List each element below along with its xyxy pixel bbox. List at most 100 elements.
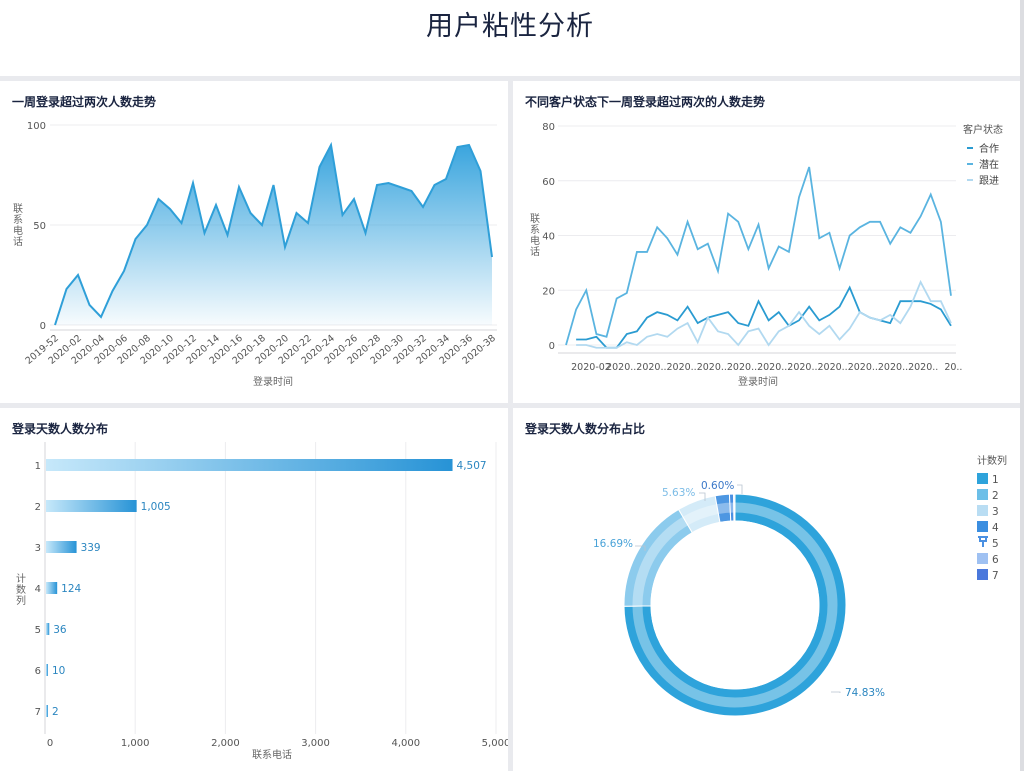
svg-text:跟进: 跟进 xyxy=(979,175,999,187)
x-tick: 0 xyxy=(47,738,53,749)
slice-percent-label: 0.60% xyxy=(701,480,734,492)
x-tick: 2020.. xyxy=(757,362,787,373)
legend-swatch-icon xyxy=(977,489,988,500)
x-tick: 2020.. xyxy=(666,362,696,373)
series-line-合作[interactable] xyxy=(576,285,952,349)
bar-value-label: 36 xyxy=(53,624,67,636)
y-tick: 3 xyxy=(35,543,41,554)
series-line-跟进[interactable] xyxy=(576,279,952,349)
y-tick: 1 xyxy=(35,461,41,472)
x-tick: 2020.. xyxy=(606,362,636,373)
x-tick: 3,000 xyxy=(301,738,330,749)
legend-swatch-icon xyxy=(977,553,988,564)
card-title: 登录天数人数分布占比 xyxy=(525,422,646,436)
bar[interactable] xyxy=(46,705,48,717)
y-tick: 80 xyxy=(542,122,555,133)
area-fill xyxy=(55,145,492,325)
x-axis-label: 登录时间 xyxy=(253,375,293,388)
legend-swatch-icon xyxy=(977,505,988,516)
bar-value-label: 1,005 xyxy=(141,501,171,513)
svg-text:列: 列 xyxy=(16,594,26,607)
x-tick: 2020.. xyxy=(817,362,847,373)
area-chart[interactable]: 0501002019-522020-022020-042020-062020-0… xyxy=(0,81,508,403)
card-login-days-distribution: 登录天数人数分布 0 1,000 2,000 3,000 4,000 5,000 1 4,50… xyxy=(0,408,508,771)
legend-title: 客户状态 xyxy=(963,123,1003,136)
x-tick: 2020.. xyxy=(636,362,666,373)
card-status-login-trend: 不同客户状态下一周登录超过两次的人数走势 0 20 40 60 80 2020-02 202… xyxy=(513,81,1020,403)
svg-text:1: 1 xyxy=(992,474,999,486)
legend-item-潜在[interactable]: 潜在 xyxy=(967,158,999,171)
y-tick: 20 xyxy=(542,286,555,297)
y-tick: 60 xyxy=(542,177,555,188)
svg-text:6: 6 xyxy=(992,554,999,566)
legend-item-4[interactable]: 4 xyxy=(977,521,999,534)
y-tick: 2 xyxy=(35,502,41,513)
legend-item-3[interactable]: 3 xyxy=(977,505,999,518)
x-tick: 4,000 xyxy=(391,738,420,749)
legend-swatch-icon xyxy=(977,569,988,580)
bar-value-label: 339 xyxy=(81,542,101,554)
bar-value-label: 2 xyxy=(52,706,59,718)
svg-text:潜在: 潜在 xyxy=(979,158,999,171)
bar[interactable] xyxy=(46,664,48,676)
x-axis-label: 联系电话 xyxy=(252,748,292,761)
bar[interactable] xyxy=(46,459,453,471)
bar-value-label: 124 xyxy=(61,583,81,595)
bar[interactable] xyxy=(46,500,137,512)
legend-item-2[interactable]: 2 xyxy=(977,489,999,502)
page-scrollbar[interactable] xyxy=(1020,0,1024,771)
x-tick: 2020-02 xyxy=(571,362,611,373)
donut-chart[interactable]: 74.83% 16.69% 5.63% 0.60% 计数列 1 2 3 4 5 6 7 xyxy=(513,408,1020,771)
card-login-days-share: 登录天数人数分布占比 74.83% 16.69% 5.63% 0.60% 计数列 1 2 3 4… xyxy=(513,408,1020,771)
bar-value-label: 4,507 xyxy=(457,460,487,472)
x-tick: 2020.. xyxy=(787,362,817,373)
slice-percent-label: 16.69% xyxy=(593,538,633,550)
y-tick: 5 xyxy=(35,625,41,636)
x-tick: 5,000 xyxy=(482,738,508,749)
slice-percent-label: 5.63% xyxy=(662,487,695,499)
svg-text:合作: 合作 xyxy=(979,142,999,155)
svg-text:7: 7 xyxy=(992,570,999,582)
legend-item-7[interactable]: 7 xyxy=(977,569,999,582)
bar[interactable] xyxy=(46,582,58,594)
svg-text:3: 3 xyxy=(992,506,999,518)
x-tick: 2,000 xyxy=(211,738,240,749)
slice-percent-label: 74.83% xyxy=(845,687,885,699)
x-tick: 20.. xyxy=(944,362,962,373)
svg-text:系: 系 xyxy=(530,224,540,236)
svg-text:系: 系 xyxy=(13,214,23,226)
series-line-潜在[interactable] xyxy=(565,166,952,346)
legend-swatch-icon xyxy=(977,473,988,484)
x-tick: 2020.. xyxy=(878,362,908,373)
y-axis-label: 联系电话 xyxy=(530,213,540,258)
y-tick: 4 xyxy=(35,584,41,595)
legend-item-1[interactable]: 1 xyxy=(977,473,999,486)
card-weekly-login-trend: 一周登录超过两次人数走势 0 50 100 2019-52 2020-02 2020-04… xyxy=(0,81,508,403)
legend-swatch-icon xyxy=(977,521,988,532)
legend-item-5[interactable]: 5 xyxy=(978,536,999,550)
x-axis-label: 登录时间 xyxy=(738,375,778,388)
x-tick: 2020.. xyxy=(908,362,938,373)
legend-item-合作[interactable]: 合作 xyxy=(967,142,999,155)
bar-value-label: 10 xyxy=(52,665,65,677)
svg-text:话: 话 xyxy=(13,236,23,248)
y-tick: 40 xyxy=(542,232,555,243)
svg-text:联: 联 xyxy=(13,203,23,215)
y-axis-label: 联系电话 xyxy=(13,203,23,248)
area-line[interactable] xyxy=(54,141,493,326)
svg-text:联: 联 xyxy=(530,213,540,225)
svg-text:电: 电 xyxy=(13,224,23,237)
bar[interactable] xyxy=(46,623,50,635)
y-tick: 7 xyxy=(35,707,41,718)
bar[interactable] xyxy=(46,541,77,553)
y-tick: 6 xyxy=(35,666,41,677)
y-tick: 0 xyxy=(549,341,555,352)
x-tick: 2020.. xyxy=(727,362,757,373)
legend-item-6[interactable]: 6 xyxy=(977,553,999,566)
y-axis-label: 计数列 xyxy=(16,572,26,607)
y-tick: 50 xyxy=(33,221,46,232)
legend-item-跟进[interactable]: 跟进 xyxy=(967,175,999,187)
